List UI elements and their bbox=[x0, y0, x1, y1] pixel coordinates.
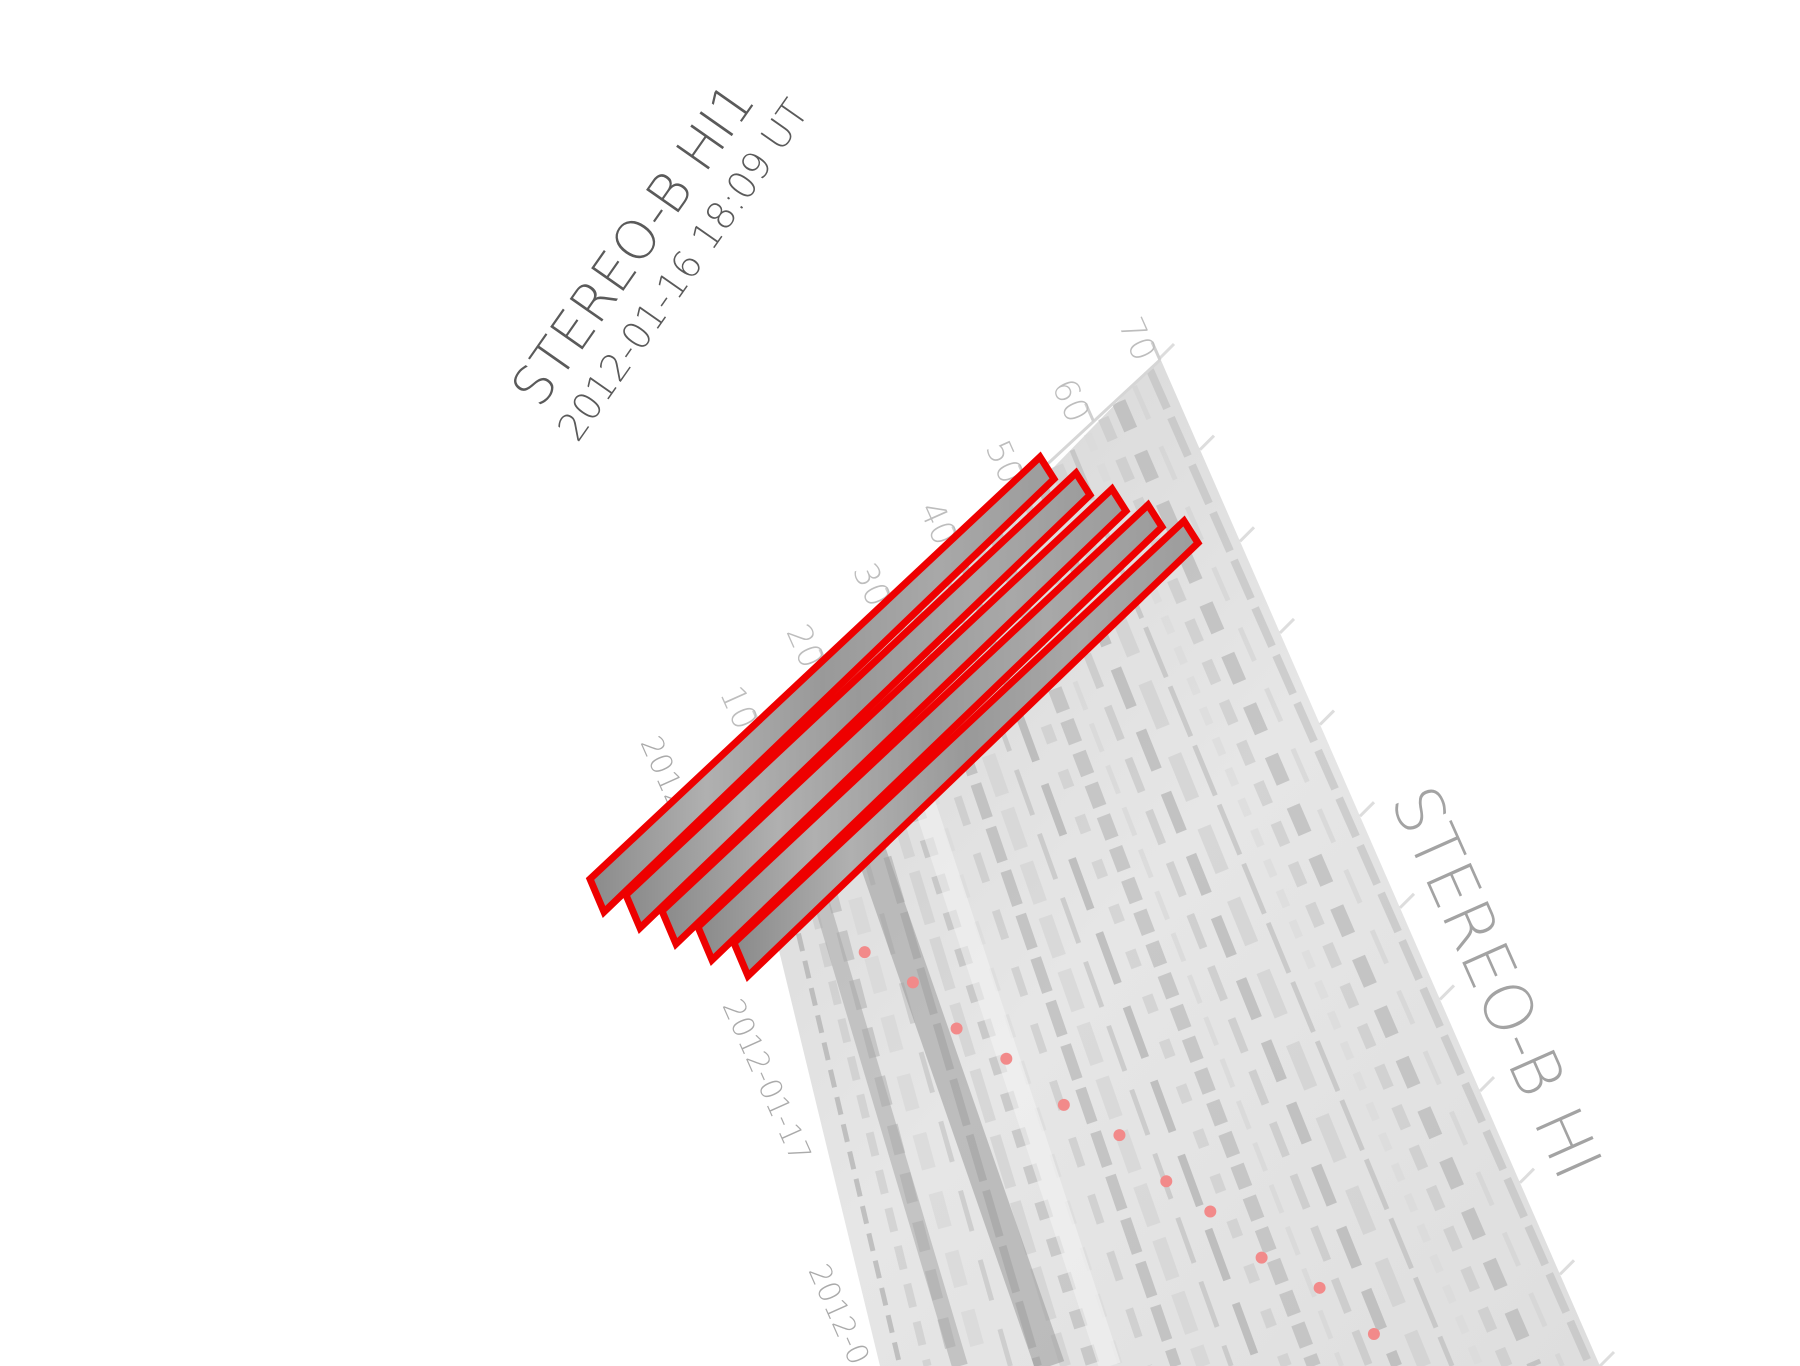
track-point bbox=[1313, 1281, 1326, 1294]
chart-title: STEREO-B HI1 2012-01-16 18:09 UT bbox=[499, 72, 817, 449]
heatmap-bands bbox=[792, 786, 1121, 1366]
elongation-tick-label: 60 bbox=[1043, 373, 1097, 429]
heatmap-stripe bbox=[800, 720, 990, 1366]
highlight-slices bbox=[585, 451, 1203, 983]
heatmap-band bbox=[792, 827, 968, 1366]
edge-tick bbox=[1598, 1350, 1616, 1366]
track-point bbox=[1057, 1098, 1070, 1111]
heatmap-stripe bbox=[1098, 415, 1513, 1366]
track-point bbox=[1160, 1175, 1173, 1188]
edge-tick bbox=[1518, 1167, 1536, 1184]
track-point bbox=[1367, 1328, 1380, 1340]
panel-edge-ticks bbox=[1158, 342, 1616, 1366]
edge-tick bbox=[1158, 342, 1176, 360]
edge-tick bbox=[1358, 801, 1376, 818]
track-point bbox=[1255, 1251, 1268, 1264]
edge-tick bbox=[1198, 434, 1216, 451]
edge-tick bbox=[1478, 1076, 1496, 1093]
heatmap-stripe bbox=[1132, 384, 1565, 1366]
heatmap-stripe bbox=[771, 753, 932, 1366]
heatmap-stripe bbox=[959, 560, 1263, 1366]
edge-tick bbox=[1438, 984, 1456, 1001]
highlight-slice bbox=[693, 499, 1167, 967]
track-point bbox=[858, 946, 871, 959]
track-point bbox=[906, 976, 919, 989]
heatmap-band bbox=[909, 786, 1121, 1366]
track-point bbox=[1113, 1129, 1126, 1142]
highlight-slice bbox=[657, 483, 1131, 951]
edge-tick bbox=[1278, 617, 1296, 634]
heatmap-stripe bbox=[757, 769, 903, 1366]
highlight-slice bbox=[621, 467, 1095, 935]
track-point bbox=[1000, 1052, 1013, 1065]
highlight-slice bbox=[729, 515, 1203, 983]
elongation-tick-label: 70 bbox=[1110, 311, 1164, 367]
track-point bbox=[1204, 1205, 1217, 1218]
edge-tick bbox=[1318, 709, 1336, 726]
edge-tick bbox=[1558, 1259, 1576, 1276]
elongation-tick bbox=[1150, 341, 1162, 361]
heatmap-stripe bbox=[1112, 399, 1542, 1366]
heatmap-stripe bbox=[1021, 496, 1373, 1366]
heatmap-band bbox=[845, 815, 1065, 1366]
heatmap-stripe bbox=[1146, 368, 1594, 1366]
elongation-tick bbox=[1084, 402, 1095, 423]
edge-tick bbox=[1238, 526, 1256, 543]
heatmap-stripe bbox=[910, 608, 1182, 1366]
edge-tick bbox=[1398, 892, 1416, 909]
highlight-slice bbox=[585, 451, 1059, 919]
track-point bbox=[950, 1022, 963, 1035]
